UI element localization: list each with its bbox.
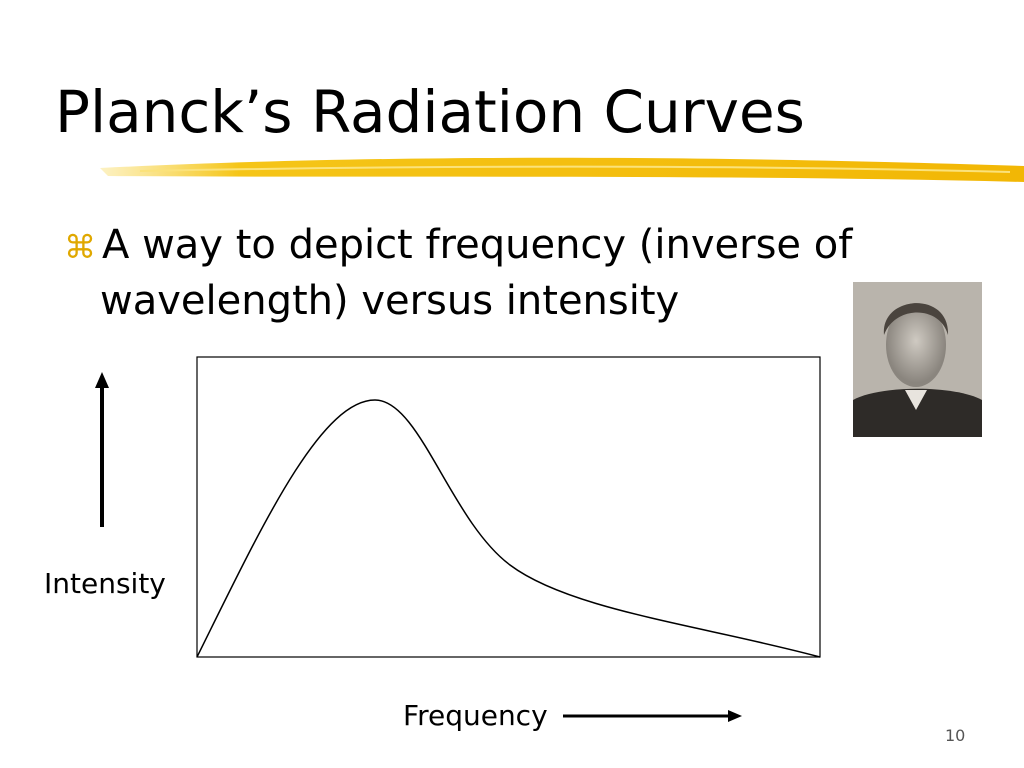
portrait-collar (905, 390, 927, 410)
y-axis-label: Intensity (44, 567, 166, 600)
portrait (853, 282, 982, 437)
bullet-text: A way to depict frequency (inverse of (102, 222, 853, 268)
y-axis-arrowhead (95, 372, 109, 388)
x-axis-label: Frequency (403, 699, 548, 732)
bullet-symbol: ⌘ (64, 228, 96, 266)
portrait-coat (853, 388, 982, 437)
radiation-curve (196, 399, 821, 658)
title-underline (100, 157, 1024, 182)
plot-frame (196, 356, 821, 658)
page-number: 10 (945, 726, 965, 745)
bullet-text: wavelength) versus intensity (100, 278, 679, 324)
portrait-hair (883, 303, 949, 335)
title-underline-highlight (139, 165, 1011, 173)
portrait-face (886, 303, 946, 387)
slide-title: Planck’s Radiation Curves (55, 78, 805, 146)
x-axis-arrowhead (728, 710, 742, 722)
